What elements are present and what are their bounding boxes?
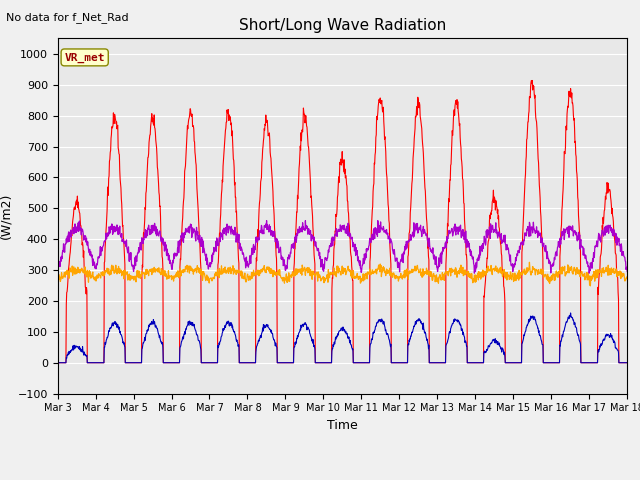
Title: Short/Long Wave Radiation: Short/Long Wave Radiation	[239, 18, 446, 33]
Text: No data for f_Net_Rad: No data for f_Net_Rad	[6, 12, 129, 23]
Legend: SW in, LW in, SW out, LW out: SW in, LW in, SW out, LW out	[163, 479, 522, 480]
Text: VR_met: VR_met	[65, 52, 105, 62]
X-axis label: Time: Time	[327, 419, 358, 432]
Y-axis label: (W/m2): (W/m2)	[0, 193, 12, 239]
